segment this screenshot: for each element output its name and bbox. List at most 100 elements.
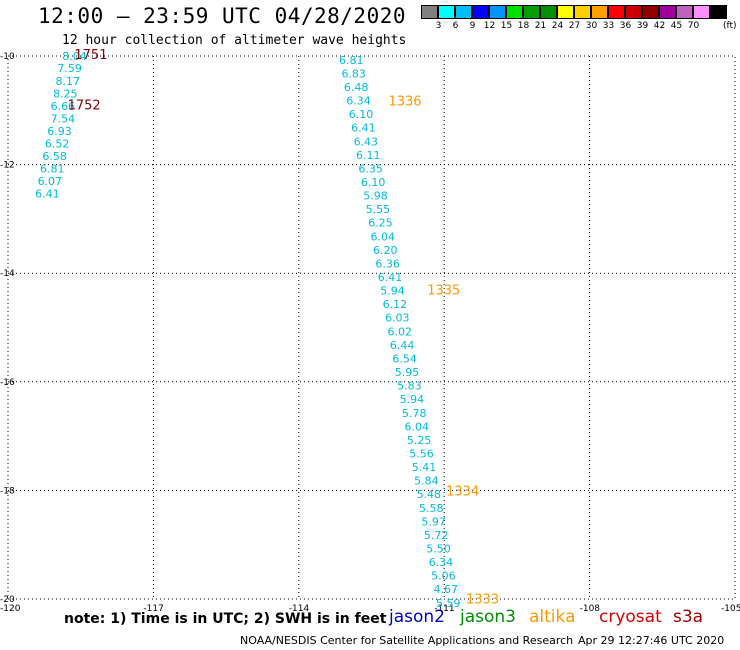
- wave-height-point: 6.02: [387, 325, 412, 338]
- color-scale-tick: 12: [483, 21, 496, 31]
- wave-height-point: 8.25: [53, 87, 78, 100]
- color-scale-unit: (ft): [723, 21, 737, 31]
- color-scale-tick: 3: [435, 21, 442, 31]
- color-swatch: [625, 5, 642, 19]
- color-scale-tick: 33: [602, 21, 615, 31]
- wave-height-point: 5.25: [407, 434, 432, 447]
- y-tick-label: -16: [0, 378, 15, 388]
- color-swatch: [540, 5, 557, 19]
- wave-height-point: 5.83: [397, 380, 422, 393]
- wave-height-point: 6.58: [42, 150, 66, 163]
- wave-height-point: 6.25: [368, 217, 393, 230]
- color-swatch: [676, 5, 693, 19]
- wave-height-point: 6.83: [341, 67, 366, 80]
- color-scale-tick: 6: [452, 21, 459, 31]
- satellite-jason2-label: jason2: [389, 607, 445, 627]
- color-scale-tick: 39: [636, 21, 649, 31]
- y-tick-label: -12: [0, 161, 15, 171]
- wave-height-point: 6.41: [351, 122, 376, 135]
- color-swatch: [472, 5, 489, 19]
- wave-height-point: 6.10: [361, 176, 386, 189]
- wave-height-point: 6.52: [45, 137, 70, 150]
- wave-height-point: 5.84: [414, 475, 439, 488]
- x-tick-label: -108: [580, 604, 601, 614]
- wave-height-point: 6.44: [390, 339, 415, 352]
- footer-credit: NOAA/NESDIS Center for Satellite Applica…: [240, 634, 574, 647]
- color-swatch: [608, 5, 625, 19]
- time-annotation: 1333: [466, 592, 499, 607]
- color-swatch: [659, 5, 676, 19]
- wave-height-point: 6.03: [385, 312, 410, 325]
- time-annotation: 1751: [74, 48, 107, 63]
- wave-height-point: 5.94: [380, 285, 405, 298]
- color-swatch: [642, 5, 659, 19]
- wave-height-point: 6.48: [344, 81, 369, 94]
- units-note: note: 1) Time is in UTC; 2) SWH is in fe…: [64, 611, 387, 627]
- footer-timestamp: Apr 29 12:27:46 UTC 2020: [578, 634, 725, 647]
- color-swatch: [506, 5, 523, 19]
- y-tick-label: -10: [0, 52, 15, 62]
- wave-height-point: 4.67: [434, 583, 459, 596]
- color-scale-tick: 27: [568, 21, 581, 31]
- wave-height-point: 5.59: [436, 597, 461, 610]
- wave-height-point: 6.07: [38, 175, 63, 188]
- page-title: 12:00 – 23:59 UTC 04/28/2020: [38, 4, 407, 28]
- color-scale-tick: 9: [469, 21, 476, 31]
- color-swatch: [523, 5, 540, 19]
- y-tick-label: -20: [0, 595, 15, 605]
- wave-height-point: 6.93: [47, 125, 71, 138]
- y-tick-label: -18: [0, 486, 15, 496]
- satellite-cryosat-label: cryosat: [599, 607, 662, 627]
- color-swatch: [489, 5, 506, 19]
- wave-height-point: 5.97: [421, 515, 446, 528]
- wave-height-point: 5.55: [366, 203, 391, 216]
- wave-height-point: 5.95: [395, 366, 420, 379]
- color-swatch: [574, 5, 591, 19]
- color-scale-tick: 30: [585, 21, 598, 31]
- color-swatch: [438, 5, 455, 19]
- wave-height-point: 7.54: [51, 112, 76, 125]
- wave-height-point: 5.41: [412, 461, 437, 474]
- color-scale-tick: 70: [687, 21, 700, 31]
- wave-height-point: 5.98: [363, 190, 388, 203]
- satellite-jason3-label: jason3: [460, 607, 516, 627]
- wave-height-point: 6.81: [40, 162, 65, 175]
- wave-height-point: 6.41: [378, 271, 403, 284]
- wave-height-point: 8.17: [55, 75, 79, 88]
- wave-height-point: 6.34: [429, 556, 454, 569]
- wave-height-point: 8.04: [62, 50, 87, 63]
- wave-height-point: 6.41: [35, 187, 60, 200]
- time-annotation: 1335: [427, 283, 460, 298]
- wave-height-point: 5.94: [400, 393, 425, 406]
- x-tick-label: -120: [0, 604, 21, 614]
- wave-height-point: 6.04: [404, 420, 429, 433]
- color-scale-tick: 42: [653, 21, 666, 31]
- wave-height-point: 6.35: [358, 162, 383, 175]
- color-scale-tick: 45: [670, 21, 683, 31]
- x-tick-label: -105: [721, 604, 740, 614]
- time-annotation: 1334: [446, 484, 479, 499]
- color-scale-tick: 15: [500, 21, 513, 31]
- color-swatch: [591, 5, 608, 19]
- color-swatch: [693, 5, 710, 19]
- wave-height-point: 5.50: [426, 543, 451, 556]
- wave-height-point: 5.58: [419, 502, 444, 515]
- wave-height-point: 5.72: [424, 529, 449, 542]
- wave-height-point: 6.54: [392, 352, 417, 365]
- x-tick-label: -114: [289, 604, 310, 614]
- wave-height-point: 6.10: [349, 108, 374, 121]
- x-tick-label: -111: [434, 604, 454, 614]
- wave-height-point: 6.11: [356, 149, 381, 162]
- wave-height-point: 7.59: [57, 62, 82, 75]
- y-tick-label: -14: [0, 269, 15, 279]
- color-scale-tick: 36: [619, 21, 632, 31]
- wave-height-point: 6.12: [383, 298, 408, 311]
- wave-height-point: 6.81: [339, 54, 364, 67]
- wave-height-point: 5.56: [409, 447, 434, 460]
- wave-height-point: 6.04: [371, 230, 396, 243]
- wave-height-point: 6.34: [346, 95, 371, 108]
- color-swatch: [455, 5, 472, 19]
- color-scale-tick: 21: [534, 21, 547, 31]
- satellite-s3a-label: s3a: [673, 607, 704, 627]
